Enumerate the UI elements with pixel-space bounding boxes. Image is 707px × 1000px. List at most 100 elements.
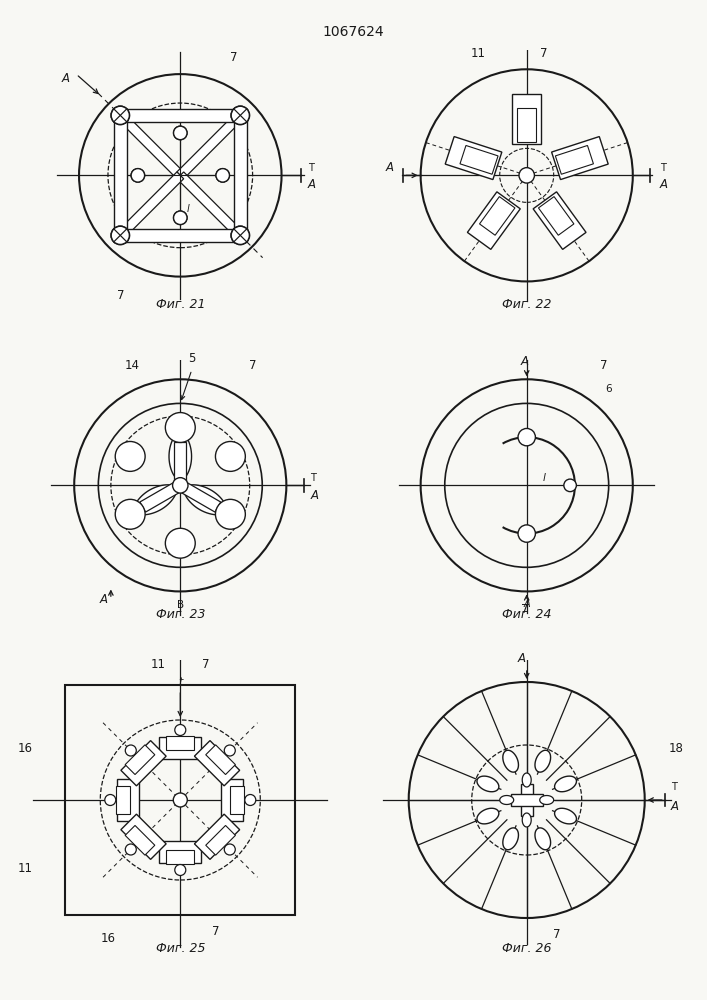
Polygon shape [539, 796, 554, 804]
Circle shape [231, 226, 250, 245]
Polygon shape [194, 741, 240, 786]
Text: 7: 7 [553, 928, 561, 941]
Polygon shape [120, 229, 240, 242]
Text: 1067624: 1067624 [322, 25, 385, 39]
Polygon shape [206, 745, 235, 775]
Text: Фиг. 26: Фиг. 26 [502, 942, 551, 955]
Polygon shape [513, 94, 541, 144]
Polygon shape [184, 485, 227, 515]
Text: A: A [308, 178, 315, 191]
Text: 7: 7 [249, 359, 257, 372]
Polygon shape [477, 808, 499, 824]
Polygon shape [169, 432, 192, 481]
Circle shape [564, 479, 576, 492]
Polygon shape [556, 145, 593, 174]
Bar [65, 685, 296, 915]
Text: T: T [660, 163, 666, 173]
Text: 7: 7 [540, 47, 548, 60]
Circle shape [173, 478, 188, 493]
Polygon shape [500, 796, 514, 804]
Circle shape [111, 226, 129, 245]
Polygon shape [445, 137, 502, 180]
Text: A: A [523, 599, 530, 609]
Circle shape [216, 499, 245, 529]
Polygon shape [551, 137, 608, 180]
Text: B: B [177, 600, 184, 610]
Circle shape [231, 226, 250, 245]
Polygon shape [117, 172, 184, 239]
Text: 7: 7 [201, 658, 209, 671]
Polygon shape [221, 779, 243, 821]
Circle shape [131, 169, 145, 182]
Polygon shape [140, 480, 183, 512]
Circle shape [231, 106, 250, 125]
Circle shape [245, 794, 256, 806]
Polygon shape [166, 850, 194, 864]
Circle shape [224, 844, 235, 855]
Text: 14: 14 [124, 359, 139, 372]
Polygon shape [114, 115, 127, 235]
Circle shape [165, 413, 195, 442]
Text: A: A [62, 72, 69, 85]
Polygon shape [117, 779, 139, 821]
Polygon shape [522, 813, 531, 827]
Circle shape [231, 106, 250, 125]
Circle shape [173, 793, 187, 807]
Text: A: A [99, 593, 107, 606]
Text: 16: 16 [17, 742, 33, 755]
Polygon shape [134, 485, 177, 515]
Text: A: A [385, 161, 394, 174]
Text: t: t [178, 677, 182, 687]
Polygon shape [503, 828, 518, 850]
Text: 5: 5 [188, 352, 196, 365]
Circle shape [216, 169, 230, 182]
Circle shape [518, 525, 535, 542]
Circle shape [216, 441, 245, 471]
Text: 18: 18 [669, 742, 684, 755]
Text: Фиг. 21: Фиг. 21 [156, 298, 205, 311]
Circle shape [111, 106, 129, 125]
Polygon shape [539, 197, 574, 235]
Polygon shape [117, 112, 184, 179]
Polygon shape [120, 109, 240, 122]
Polygon shape [175, 442, 186, 485]
Polygon shape [121, 814, 166, 859]
Polygon shape [116, 786, 130, 814]
Text: A: A [521, 355, 529, 368]
Text: A: A [660, 178, 668, 191]
Circle shape [173, 211, 187, 225]
Polygon shape [535, 828, 551, 850]
Circle shape [175, 864, 186, 876]
Text: 11: 11 [17, 862, 33, 875]
Text: T: T [308, 163, 313, 173]
Text: 6: 6 [605, 384, 612, 394]
Circle shape [173, 126, 187, 140]
Polygon shape [194, 814, 240, 859]
Polygon shape [125, 825, 155, 855]
Circle shape [518, 428, 535, 446]
Circle shape [111, 106, 129, 125]
Text: 7: 7 [521, 603, 529, 616]
Polygon shape [477, 776, 499, 792]
Polygon shape [125, 745, 155, 775]
Circle shape [125, 745, 136, 756]
Text: 7: 7 [600, 359, 607, 372]
Polygon shape [554, 776, 576, 792]
Polygon shape [159, 737, 201, 759]
Text: Фиг. 22: Фиг. 22 [502, 298, 551, 311]
Polygon shape [510, 794, 543, 806]
Circle shape [173, 126, 187, 140]
Polygon shape [522, 773, 531, 787]
Polygon shape [503, 750, 518, 772]
Polygon shape [121, 741, 166, 786]
Text: 16: 16 [101, 932, 116, 945]
Polygon shape [533, 192, 586, 249]
Circle shape [111, 226, 129, 245]
Text: l: l [543, 473, 546, 483]
Circle shape [125, 844, 136, 855]
Polygon shape [177, 480, 221, 512]
Circle shape [519, 168, 534, 183]
Circle shape [115, 441, 145, 471]
Text: 7: 7 [117, 289, 124, 302]
Circle shape [224, 745, 235, 756]
